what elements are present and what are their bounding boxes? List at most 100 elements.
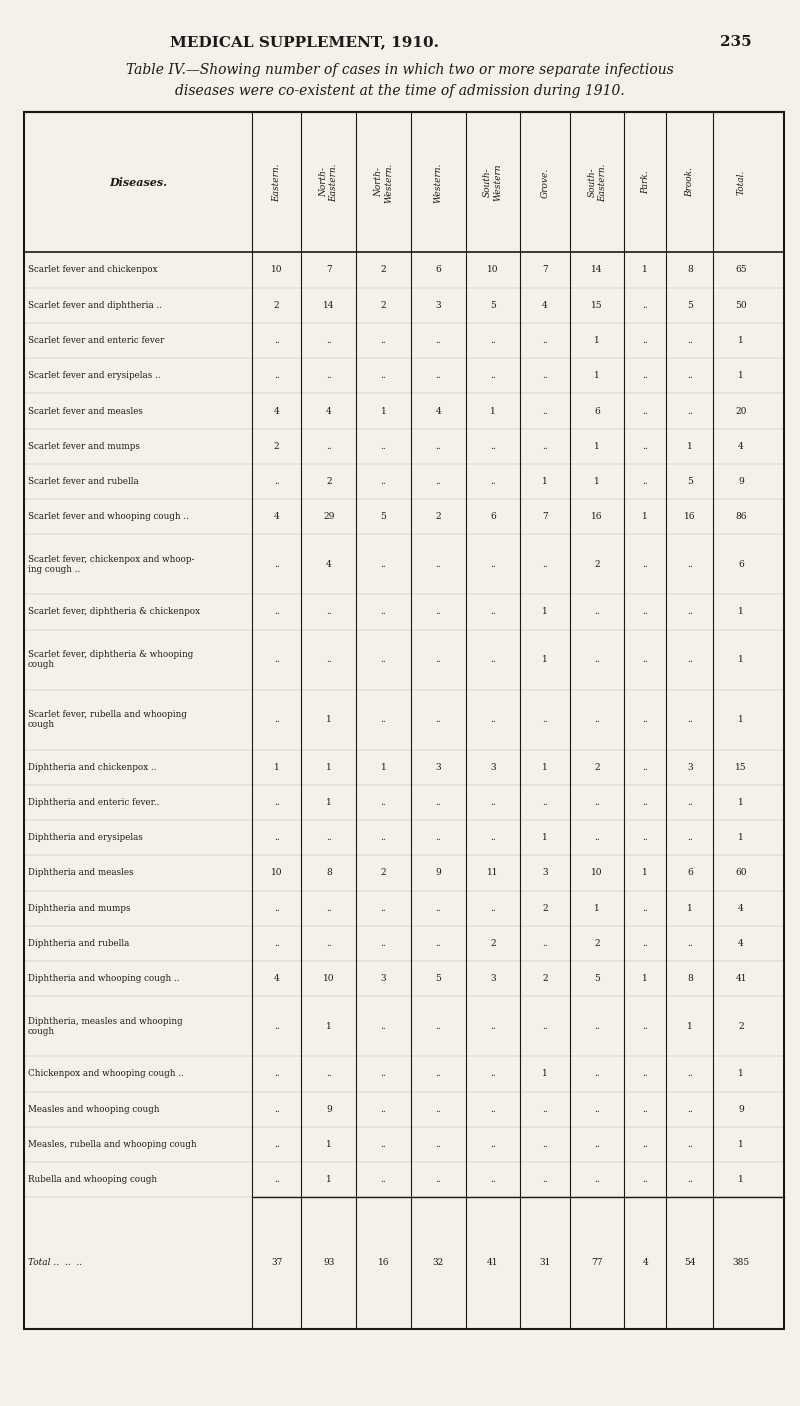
Text: 385: 385 — [733, 1258, 750, 1267]
Text: 14: 14 — [591, 266, 602, 274]
Text: ..: .. — [687, 939, 693, 948]
Text: ..: .. — [594, 1105, 600, 1114]
Text: ..: .. — [435, 1022, 441, 1031]
Text: ..: .. — [435, 560, 441, 569]
Text: ..: .. — [687, 1105, 693, 1114]
Text: ..: .. — [687, 1140, 693, 1149]
Text: ..: .. — [687, 560, 693, 569]
Text: ..: .. — [542, 716, 548, 724]
Text: 235: 235 — [720, 35, 752, 49]
Text: ..: .. — [642, 336, 648, 344]
Text: ..: .. — [642, 1070, 648, 1078]
Text: ..: .. — [542, 371, 548, 380]
Text: ..: .. — [642, 904, 648, 912]
Text: 1: 1 — [687, 441, 693, 451]
Text: ..: .. — [642, 406, 648, 416]
Text: 2: 2 — [738, 1022, 744, 1031]
Text: 1: 1 — [738, 1140, 744, 1149]
Text: ..: .. — [594, 1140, 600, 1149]
Text: diseases were co-existent at the time of admission during 1910.: diseases were co-existent at the time of… — [175, 84, 625, 98]
Text: Scarlet fever and chickenpox: Scarlet fever and chickenpox — [28, 266, 158, 274]
Text: 1: 1 — [642, 266, 648, 274]
Text: 15: 15 — [735, 762, 747, 772]
Text: 2: 2 — [594, 762, 600, 772]
Text: ..: .. — [381, 607, 386, 616]
Text: ..: .. — [381, 1022, 386, 1031]
Text: 1: 1 — [381, 762, 386, 772]
Text: ..: .. — [594, 716, 600, 724]
Text: ..: .. — [435, 797, 441, 807]
Text: ..: .. — [381, 371, 386, 380]
Text: 1: 1 — [542, 762, 548, 772]
Text: 16: 16 — [378, 1258, 390, 1267]
Text: 10: 10 — [591, 869, 602, 877]
Text: ..: .. — [435, 1105, 441, 1114]
Text: ..: .. — [687, 716, 693, 724]
Text: ..: .. — [642, 301, 648, 309]
Text: ..: .. — [687, 655, 693, 664]
Text: 1: 1 — [542, 607, 548, 616]
Text: South-
Western: South- Western — [483, 163, 502, 201]
Text: 6: 6 — [738, 560, 744, 569]
Text: ..: .. — [490, 477, 496, 486]
Text: 6: 6 — [594, 406, 600, 416]
Text: ..: .. — [435, 477, 441, 486]
Text: 2: 2 — [490, 939, 496, 948]
Text: Scarlet fever, diphtheria & chickenpox: Scarlet fever, diphtheria & chickenpox — [28, 607, 200, 616]
Text: 5: 5 — [594, 974, 600, 983]
Text: 1: 1 — [642, 869, 648, 877]
Text: ..: .. — [490, 797, 496, 807]
Text: South-
Eastern.: South- Eastern. — [587, 163, 606, 201]
Text: ..: .. — [490, 560, 496, 569]
Text: ..: .. — [594, 607, 600, 616]
Text: ..: .. — [687, 1070, 693, 1078]
Text: ..: .. — [594, 1175, 600, 1184]
Text: 1: 1 — [738, 1175, 744, 1184]
Text: 1: 1 — [594, 371, 600, 380]
Text: 2: 2 — [326, 477, 331, 486]
Text: ..: .. — [642, 1022, 648, 1031]
Text: ..: .. — [490, 441, 496, 451]
Text: 10: 10 — [271, 266, 282, 274]
Text: ..: .. — [381, 336, 386, 344]
Text: 1: 1 — [738, 336, 744, 344]
Text: ..: .. — [435, 441, 441, 451]
Text: 41: 41 — [735, 974, 747, 983]
Text: 54: 54 — [684, 1258, 695, 1267]
Text: 50: 50 — [735, 301, 747, 309]
Text: ..: .. — [381, 716, 386, 724]
Text: ..: .. — [435, 336, 441, 344]
Text: Diphtheria, measles and whooping
cough: Diphtheria, measles and whooping cough — [28, 1017, 182, 1036]
Text: Total.: Total. — [737, 170, 746, 195]
Text: ..: .. — [542, 441, 548, 451]
Text: ..: .. — [642, 477, 648, 486]
Text: 1: 1 — [326, 1140, 332, 1149]
Text: ..: .. — [274, 560, 279, 569]
Text: 41: 41 — [487, 1258, 498, 1267]
Text: 3: 3 — [435, 762, 441, 772]
Text: 6: 6 — [435, 266, 441, 274]
Text: 3: 3 — [435, 301, 441, 309]
Text: ..: .. — [594, 1070, 600, 1078]
Text: ..: .. — [542, 939, 548, 948]
Text: Scarlet fever and enteric fever: Scarlet fever and enteric fever — [28, 336, 164, 344]
Text: ..: .. — [381, 1070, 386, 1078]
Text: 1: 1 — [687, 1022, 693, 1031]
Text: ..: .. — [687, 797, 693, 807]
Text: Measles and whooping cough: Measles and whooping cough — [28, 1105, 159, 1114]
Text: 1: 1 — [326, 797, 332, 807]
Text: ..: .. — [490, 655, 496, 664]
Text: 16: 16 — [591, 512, 602, 522]
Text: ..: .. — [642, 1140, 648, 1149]
Text: Chickenpox and whooping cough ..: Chickenpox and whooping cough .. — [28, 1070, 184, 1078]
Text: ..: .. — [274, 1175, 279, 1184]
Text: Diphtheria and rubella: Diphtheria and rubella — [28, 939, 130, 948]
Text: ..: .. — [274, 904, 279, 912]
Text: 1: 1 — [542, 834, 548, 842]
Text: 5: 5 — [490, 301, 496, 309]
Text: 5: 5 — [435, 974, 441, 983]
Text: ..: .. — [435, 1175, 441, 1184]
Text: ..: .. — [642, 441, 648, 451]
Text: 1: 1 — [687, 904, 693, 912]
Text: Diphtheria and chickenpox ..: Diphtheria and chickenpox .. — [28, 762, 156, 772]
